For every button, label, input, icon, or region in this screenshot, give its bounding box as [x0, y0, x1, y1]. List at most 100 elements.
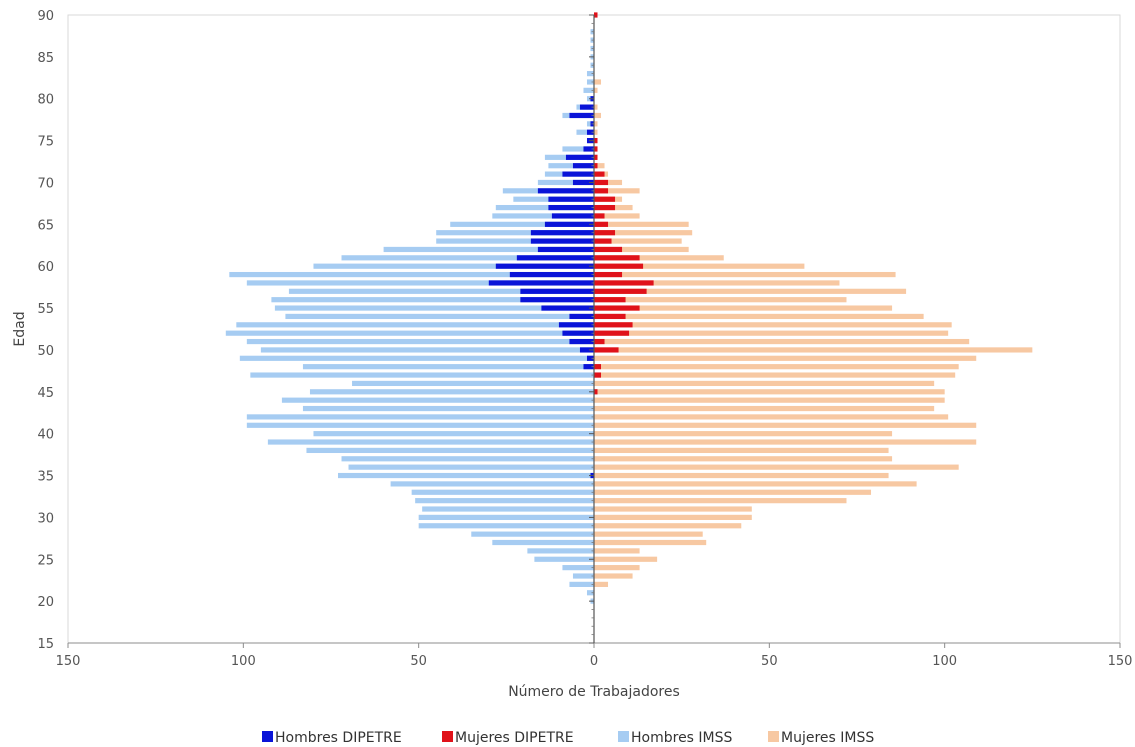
legend-item-hombres-imss: Hombres IMSS	[618, 730, 733, 746]
bar-hombres-imss-age-56	[271, 297, 594, 303]
x-ticks: 150 100 50 0 50 100 150	[56, 643, 1132, 669]
bar-hombres-imss-age-82	[586, 79, 594, 85]
x-tick-label: 150	[56, 654, 81, 669]
bar-mujeres-dipetre-age-51	[594, 338, 605, 345]
bar-hombres-dipetre-age-49	[586, 355, 594, 361]
legend-label: Mujeres IMSS	[781, 730, 874, 746]
bar-hombres-imss-age-49	[239, 355, 594, 361]
bar-hombres-dipetre-age-59	[509, 271, 594, 278]
bar-hombres-imss-age-29	[418, 523, 594, 529]
bar-hombres-imss-age-74	[562, 146, 594, 152]
bar-mujeres-dipetre-age-56	[594, 297, 626, 303]
bar-hombres-dipetre-age-79	[579, 104, 594, 110]
bar-mujeres-dipetre-age-75	[594, 138, 598, 144]
bar-mujeres-dipetre-age-63	[594, 238, 612, 244]
legend-swatch	[442, 731, 453, 742]
bar-mujeres-dipetre-age-68	[594, 196, 616, 202]
bar-mujeres-imss-age-55	[594, 305, 893, 311]
bar-hombres-imss-age-31	[422, 506, 594, 512]
bar-hombres-imss-age-32	[415, 498, 594, 504]
bar-mujeres-dipetre-age-66	[594, 213, 605, 219]
bar-hombres-imss-age-35	[338, 472, 594, 479]
bar-hombres-dipetre-age-51	[569, 338, 594, 345]
bar-mujeres-dipetre-age-62	[594, 246, 623, 253]
bar-mujeres-imss-age-62	[594, 246, 689, 253]
legend-swatch	[768, 731, 779, 742]
bar-hombres-dipetre-age-63	[530, 238, 594, 244]
bar-hombres-dipetre-age-72	[572, 163, 594, 169]
bar-mujeres-dipetre-age-54	[594, 313, 626, 320]
bar-mujeres-imss-age-31	[594, 506, 752, 512]
bar-mujeres-dipetre-age-90	[594, 12, 598, 18]
bar-mujeres-imss-age-47	[594, 372, 956, 378]
bar-mujeres-dipetre-age-70	[594, 179, 609, 186]
bar-mujeres-imss-age-79	[594, 104, 598, 110]
legend-label: Hombres IMSS	[631, 730, 733, 746]
bar-hombres-imss-age-59	[229, 271, 594, 278]
bar-hombres-dipetre-age-54	[569, 313, 594, 320]
y-ticks: 15 20 25 30 35 40 45 50 55 60 65 70 75 80 85 90	[37, 9, 594, 652]
bar-hombres-imss-age-70	[537, 179, 594, 186]
bar-hombres-imss-age-62	[383, 246, 594, 253]
bar-mujeres-dipetre-age-61	[594, 255, 640, 261]
bar-mujeres-imss-age-24	[594, 565, 640, 571]
bar-mujeres-dipetre-age-59	[594, 271, 623, 278]
bar-hombres-imss-age-57	[288, 288, 594, 294]
bar-hombres-imss-age-54	[285, 313, 594, 320]
bar-mujeres-imss-age-69	[594, 188, 640, 194]
legend-label: Mujeres DIPETRE	[455, 730, 574, 746]
bar-mujeres-imss-age-40	[594, 431, 893, 437]
bar-mujeres-imss-age-38	[594, 447, 889, 454]
bar-mujeres-dipetre-age-58	[594, 280, 654, 286]
bar-mujeres-imss-age-44	[594, 397, 945, 403]
bar-mujeres-imss-age-37	[594, 456, 893, 462]
bar-hombres-imss-age-21	[586, 590, 594, 596]
bar-hombres-dipetre-age-50	[579, 347, 594, 353]
bar-hombres-imss-age-63	[436, 238, 594, 244]
bar-mujeres-imss-age-54	[594, 313, 924, 320]
bar-mujeres-imss-age-56	[594, 297, 847, 303]
bar-mujeres-dipetre-age-47	[594, 372, 602, 378]
legend-item-mujeres-dipetre: Mujeres DIPETRE	[442, 730, 574, 746]
y-tick-label: 35	[37, 470, 54, 485]
bar-mujeres-dipetre-age-50	[594, 347, 619, 353]
bar-hombres-dipetre-age-57	[520, 288, 594, 294]
bar-mujeres-imss-age-76	[594, 129, 598, 135]
bar-mujeres-imss-age-49	[594, 355, 977, 361]
bar-hombres-imss-age-25	[534, 556, 594, 562]
bar-mujeres-dipetre-age-67	[594, 204, 616, 211]
bars-layer	[225, 12, 1033, 604]
y-tick-label: 50	[37, 344, 54, 359]
bar-hombres-imss-age-83	[586, 71, 594, 77]
bar-mujeres-dipetre-age-60	[594, 263, 644, 269]
legend-item-mujeres-imss: Mujeres IMSS	[768, 730, 874, 746]
bar-hombres-imss-age-34	[390, 481, 594, 487]
y-tick-label: 40	[37, 428, 54, 443]
bar-mujeres-imss-age-22	[594, 581, 609, 587]
bar-mujeres-dipetre-age-69	[594, 188, 609, 194]
bar-mujeres-imss-age-52	[594, 330, 949, 336]
bar-mujeres-imss-age-64	[594, 230, 693, 236]
bar-mujeres-dipetre-age-52	[594, 330, 630, 336]
bar-hombres-dipetre-age-60	[495, 263, 594, 269]
y-tick-label: 80	[37, 93, 54, 108]
bar-mujeres-dipetre-age-53	[594, 322, 633, 328]
y-axis-title: Edad	[12, 311, 28, 346]
bar-mujeres-imss-age-66	[594, 213, 640, 219]
bar-hombres-imss-age-37	[341, 456, 594, 462]
bar-mujeres-imss-age-33	[594, 489, 872, 495]
x-tick-label: 50	[761, 654, 778, 669]
bar-hombres-imss-age-55	[274, 305, 594, 311]
y-tick-label: 20	[37, 595, 54, 610]
bar-mujeres-imss-age-78	[594, 112, 602, 119]
bar-hombres-imss-age-39	[267, 439, 594, 445]
x-tick-label: 100	[932, 654, 957, 669]
bar-mujeres-imss-age-23	[594, 573, 633, 579]
bar-hombres-imss-age-81	[583, 87, 594, 93]
bar-hombres-imss-age-40	[313, 431, 594, 437]
bar-hombres-dipetre-age-76	[586, 129, 594, 135]
bar-hombres-imss-age-36	[348, 464, 594, 470]
bar-mujeres-imss-age-82	[594, 79, 602, 85]
bar-hombres-dipetre-age-74	[583, 146, 594, 152]
